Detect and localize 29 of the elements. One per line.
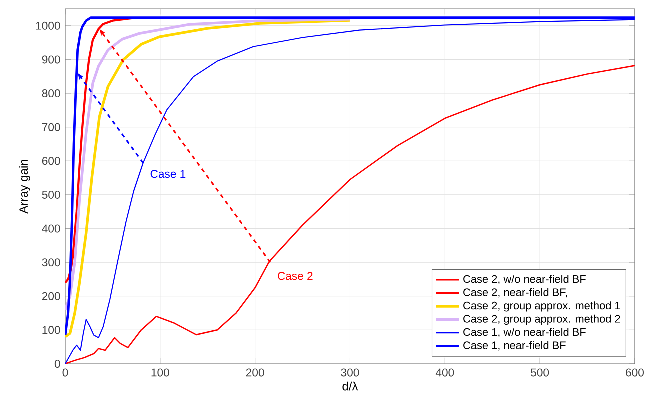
y-tick-label: 100 bbox=[42, 326, 60, 334]
x-tick-label: 500 bbox=[531, 368, 550, 377]
x-tick-label: 200 bbox=[246, 368, 264, 377]
legend-label: Case 2, group approx. method 1 bbox=[464, 302, 620, 312]
legend-label: Case 2, group approx. method 2 bbox=[464, 314, 620, 326]
annotation: Case 1 bbox=[150, 170, 186, 178]
line-series bbox=[65, 17, 134, 284]
legend-label: Case 1, w/o near-field BF bbox=[464, 328, 586, 338]
y-tick-label: 900 bbox=[42, 56, 60, 64]
legend-label: Case 2, near-field BF, bbox=[464, 288, 568, 298]
y-tick-label: 600 bbox=[42, 157, 60, 166]
y-tick-label: 700 bbox=[42, 123, 60, 132]
legend-label: Case 2, w/o near-field BF bbox=[464, 275, 586, 284]
y-tick-label: 400 bbox=[42, 224, 60, 233]
x-tick-label: 0 bbox=[62, 368, 68, 377]
y-axis-title: Array gain bbox=[19, 160, 30, 214]
y-tick-label: 0 bbox=[54, 360, 60, 368]
y-tick-label: 1000 bbox=[36, 22, 60, 30]
x-tick-label: 100 bbox=[152, 368, 170, 377]
x-tick-label: 300 bbox=[341, 368, 360, 377]
y-tick-label: 500 bbox=[42, 190, 60, 199]
x-axis-title: d/λ bbox=[342, 382, 358, 391]
annotation: Case 2 bbox=[278, 272, 313, 280]
x-tick-label: 600 bbox=[626, 368, 644, 377]
y-tick-label: 300 bbox=[42, 258, 60, 267]
legend-label: Case 1, near-field BF bbox=[464, 341, 566, 351]
y-tick-label: 800 bbox=[42, 90, 60, 98]
y-tick-label: 200 bbox=[42, 292, 60, 300]
x-tick-label: 400 bbox=[436, 368, 454, 377]
